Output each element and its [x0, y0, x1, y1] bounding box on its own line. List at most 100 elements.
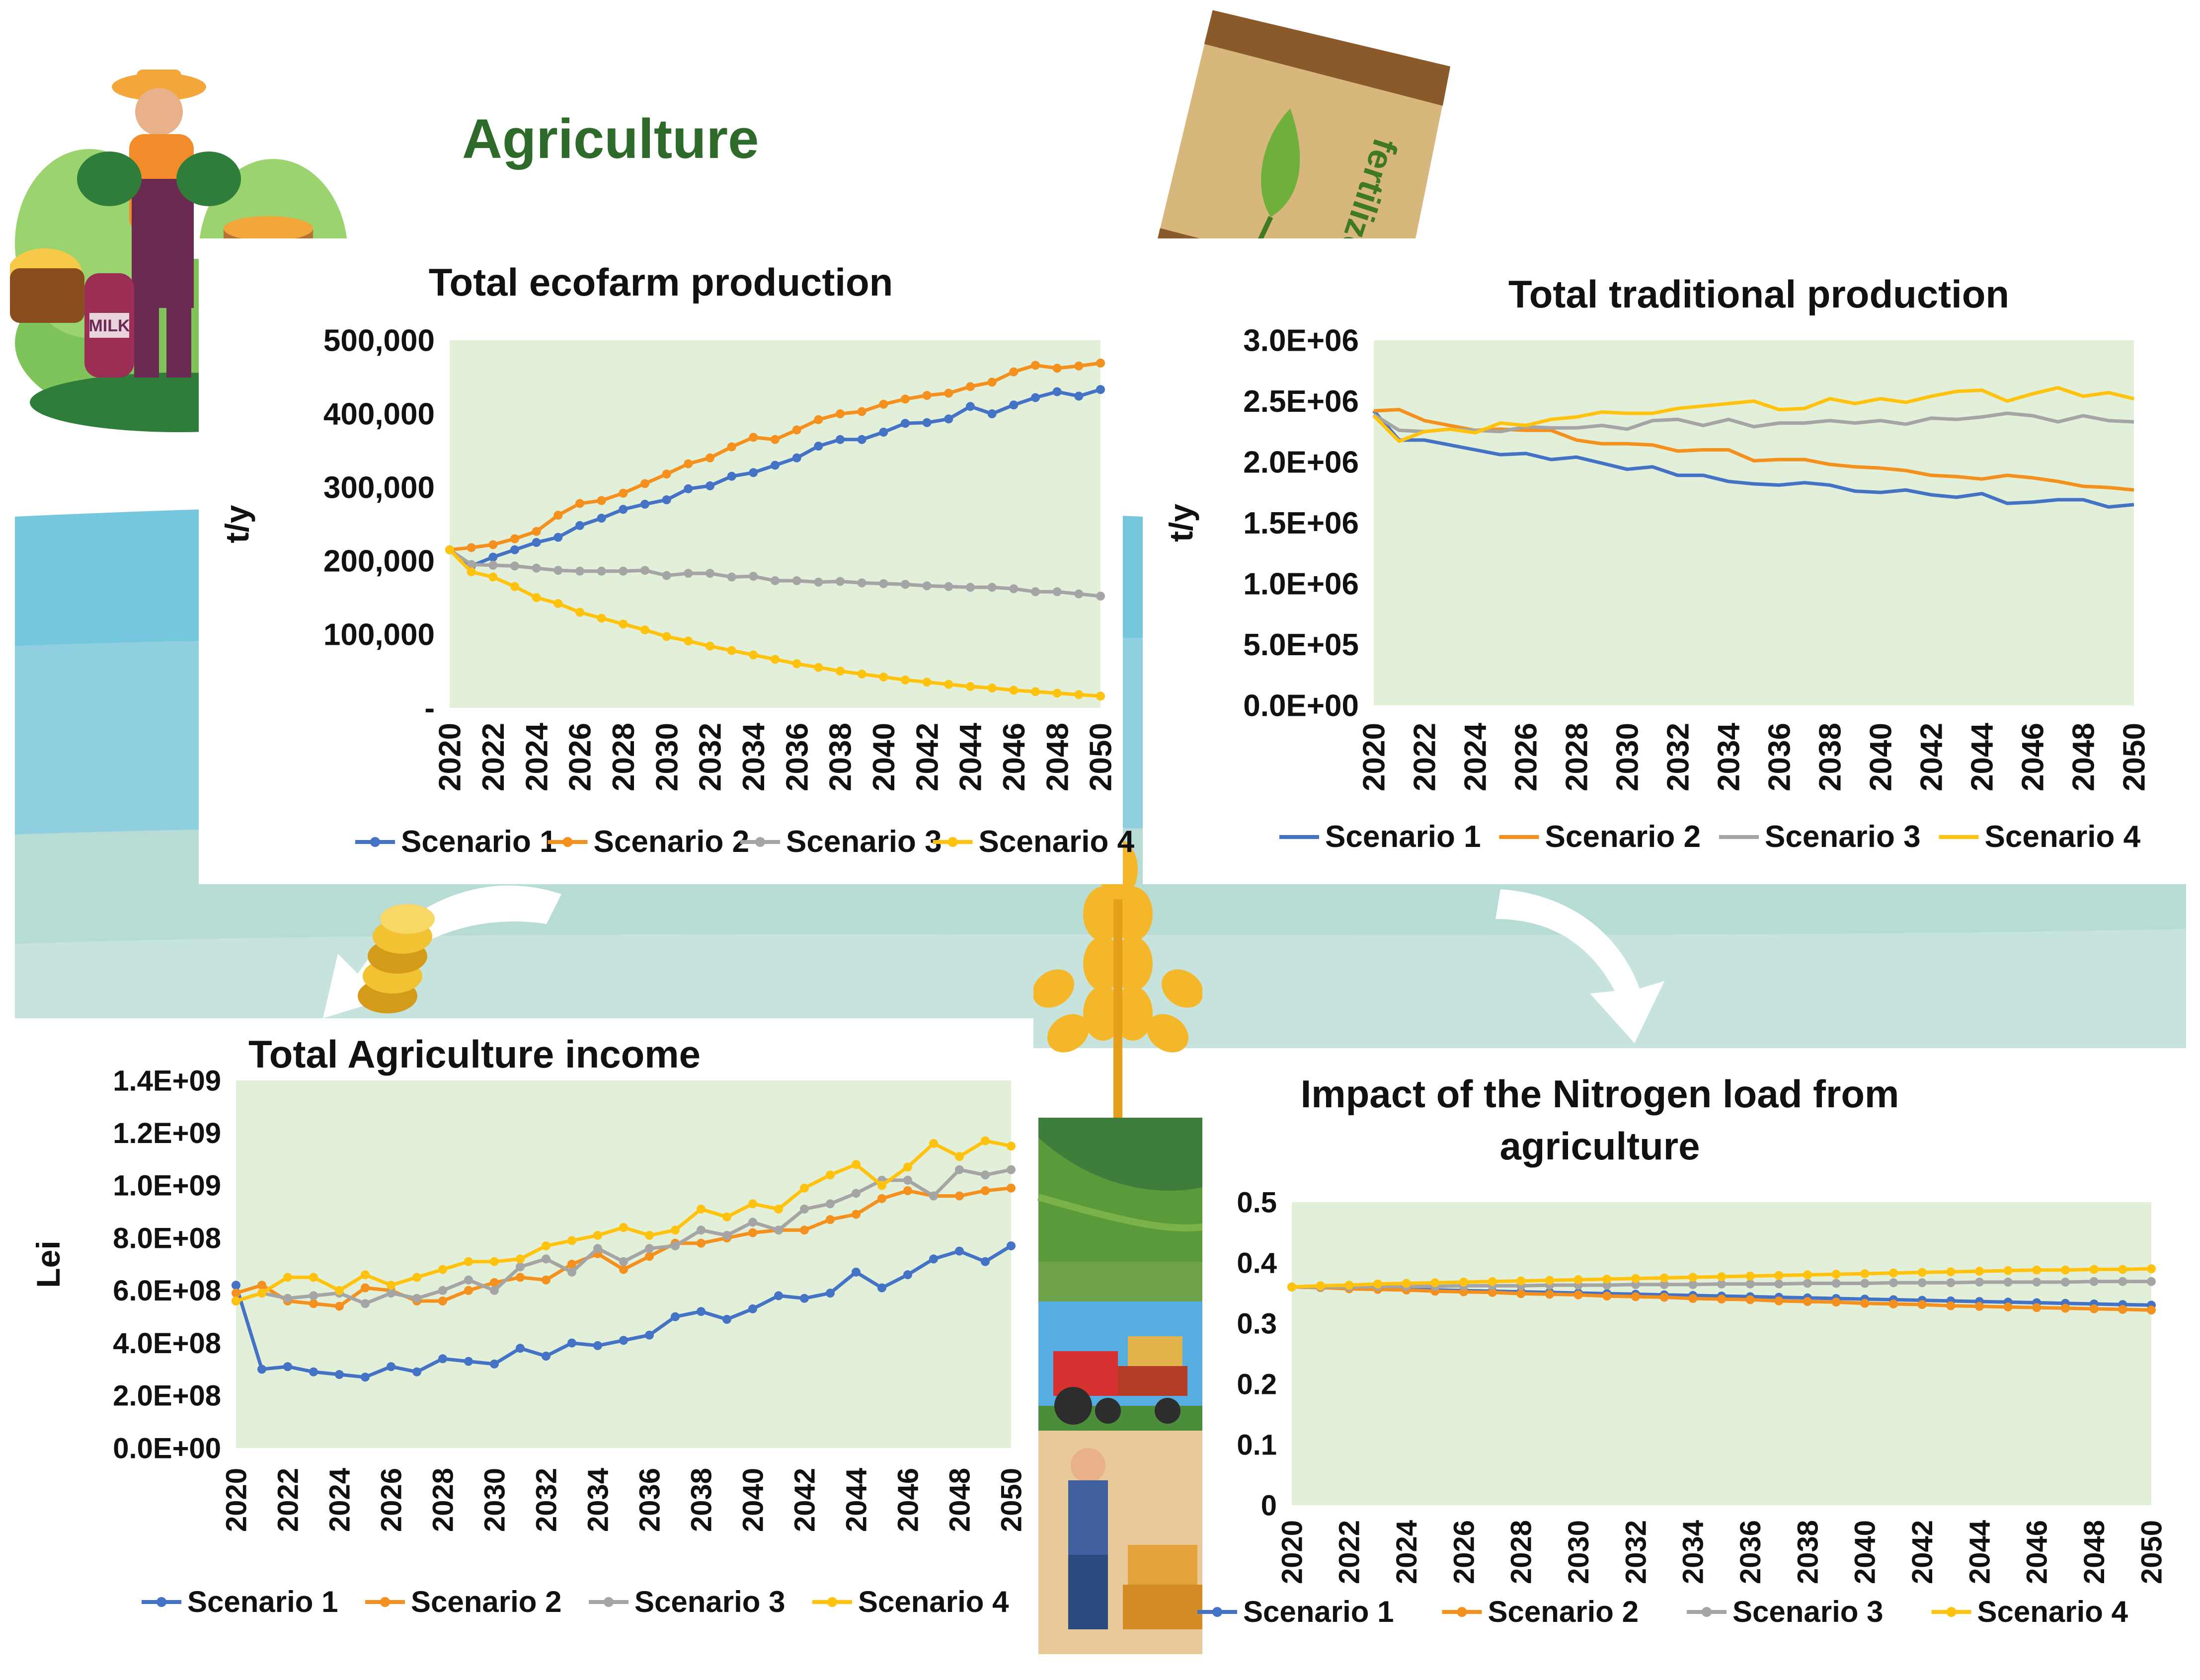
data-point-scenario-3: [792, 576, 801, 585]
data-point-scenario-3: [2089, 1277, 2099, 1286]
data-point-scenario-2: [1096, 358, 1105, 368]
y-tick-label: 2.0E+08: [113, 1380, 221, 1412]
data-point-scenario-4: [257, 1289, 266, 1298]
x-tick-label: 2028: [1505, 1520, 1538, 1584]
data-point-scenario-2: [1007, 1183, 1016, 1193]
data-point-scenario-1: [1007, 1241, 1016, 1250]
data-point-scenario-4: [1488, 1277, 1497, 1286]
x-tick-label: 2036: [633, 1468, 666, 1532]
legend-label-scenario-2: Scenario 2: [1488, 1595, 1639, 1628]
data-point-scenario-1: [774, 1291, 783, 1300]
y-tick-label: 0.5: [1237, 1186, 1277, 1219]
data-point-scenario-4: [944, 680, 953, 689]
data-point-scenario-1: [309, 1367, 318, 1376]
data-point-scenario-2: [1052, 364, 1062, 373]
data-point-scenario-4: [800, 1183, 809, 1193]
data-point-scenario-2: [1488, 1288, 1497, 1297]
y-tick-label: 1.0E+06: [1243, 567, 1359, 602]
data-point-scenario-3: [361, 1299, 370, 1308]
data-point-scenario-3: [901, 580, 910, 589]
data-point-scenario-3: [826, 1199, 835, 1209]
data-point-scenario-4: [852, 1160, 861, 1169]
data-point-scenario-4: [903, 1162, 912, 1172]
data-point-scenario-2: [852, 1210, 861, 1219]
x-tick-label: 2048: [2078, 1520, 2111, 1584]
data-point-scenario-3: [619, 1257, 628, 1266]
data-point-scenario-4: [490, 1257, 499, 1266]
data-point-scenario-3: [1831, 1279, 1841, 1288]
y-tick-label: 2.0E+06: [1243, 446, 1359, 480]
y-tick-label: -: [424, 691, 435, 726]
data-point-scenario-1: [510, 545, 519, 554]
x-tick-label: 2024: [1459, 722, 1493, 791]
data-point-scenario-2: [877, 1194, 886, 1203]
data-point-scenario-4: [335, 1286, 344, 1295]
legend-label-scenario-2: Scenario 2: [411, 1585, 562, 1618]
y-tick-label: 4.0E+08: [113, 1327, 221, 1360]
data-point-scenario-4: [387, 1281, 395, 1290]
x-tick-label: 2026: [1448, 1520, 1480, 1584]
data-point-scenario-3: [510, 561, 519, 571]
data-point-scenario-4: [1287, 1282, 1296, 1292]
data-point-scenario-4: [542, 1241, 550, 1250]
data-point-scenario-4: [1774, 1271, 1784, 1280]
data-point-scenario-4: [1803, 1270, 1812, 1280]
data-point-scenario-4: [877, 1181, 886, 1190]
data-point-scenario-4: [361, 1270, 370, 1280]
x-tick-label: 2026: [1509, 723, 1544, 791]
y-tick-label: 1.0E+09: [113, 1170, 221, 1202]
series-line-scenario-3: [1373, 411, 2134, 434]
data-point-scenario-4: [722, 1212, 731, 1222]
data-point-scenario-1: [542, 1352, 550, 1361]
x-tick-label: 2036: [780, 723, 814, 791]
income-title: Total Agriculture income: [248, 1032, 701, 1076]
data-point-scenario-2: [575, 499, 584, 508]
data-point-scenario-3: [1917, 1278, 1927, 1288]
data-point-scenario-2: [257, 1281, 266, 1290]
data-point-scenario-1: [684, 484, 693, 493]
legend-marker-scenario-3: [755, 837, 765, 847]
data-point-scenario-1: [412, 1367, 421, 1376]
data-point-scenario-1: [640, 500, 649, 509]
milk-label: MILK: [88, 316, 130, 335]
data-point-scenario-1: [1096, 385, 1105, 394]
data-point-scenario-4: [232, 1297, 240, 1305]
data-point-scenario-1: [1031, 393, 1040, 402]
data-point-scenario-2: [1688, 1294, 1698, 1303]
series-line-scenario-1: [1372, 409, 2134, 509]
data-point-scenario-4: [774, 1205, 783, 1214]
y-axis-label: t/y: [1163, 504, 1199, 542]
x-tick-label: 2040: [737, 1468, 769, 1532]
data-point-scenario-2: [814, 415, 823, 424]
y-tick-label: 0.0E+00: [1243, 689, 1359, 723]
data-point-scenario-2: [2147, 1305, 2156, 1315]
data-point-scenario-4: [955, 1152, 964, 1161]
data-point-scenario-3: [1745, 1279, 1755, 1289]
data-point-scenario-4: [1516, 1276, 1526, 1286]
y-tick-label: 6.0E+08: [113, 1275, 221, 1307]
data-point-scenario-4: [645, 1230, 654, 1240]
data-point-scenario-3: [981, 1170, 990, 1180]
data-point-scenario-1: [662, 495, 671, 505]
data-point-scenario-2: [981, 1186, 990, 1195]
data-point-scenario-4: [1659, 1273, 1669, 1283]
data-point-scenario-2: [903, 1186, 912, 1195]
y-tick-label: 1.4E+09: [113, 1065, 221, 1097]
data-point-scenario-4: [1889, 1268, 1898, 1278]
data-point-scenario-4: [2089, 1265, 2099, 1274]
y-tick-label: 3.0E+06: [1243, 324, 1359, 358]
legend-marker-scenario-4: [827, 1597, 837, 1607]
x-tick-label: 2032: [1661, 723, 1696, 791]
x-tick-label: 2044: [1964, 1520, 1996, 1584]
x-tick-label: 2020: [433, 723, 468, 791]
data-point-scenario-4: [597, 613, 606, 623]
y-tick-label: 0: [1261, 1489, 1277, 1522]
series-line-scenario-2: [1373, 408, 2134, 492]
x-tick-label: 2034: [582, 1468, 614, 1532]
data-point-scenario-3: [836, 577, 845, 586]
x-tick-label: 2026: [375, 1468, 407, 1532]
data-point-scenario-3: [929, 1191, 938, 1201]
data-point-scenario-2: [879, 399, 888, 409]
data-point-scenario-2: [922, 391, 932, 400]
data-point-scenario-3: [597, 566, 606, 576]
